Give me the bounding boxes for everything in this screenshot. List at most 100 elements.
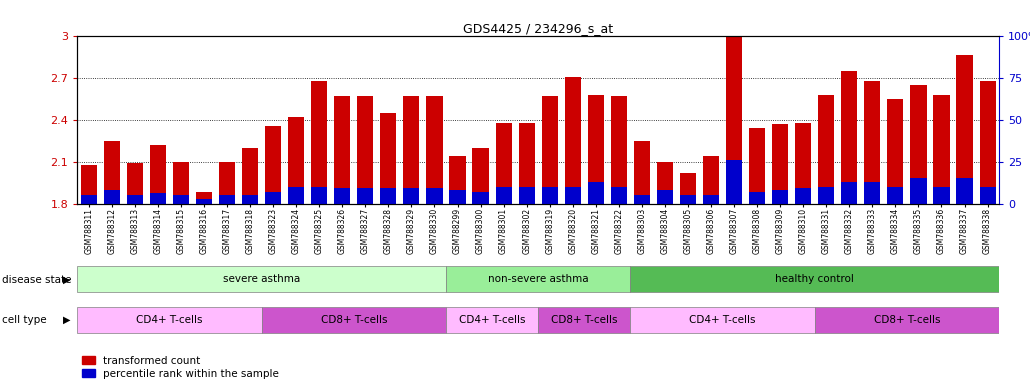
Bar [911, 85, 927, 204]
Bar [726, 36, 743, 204]
Bar [772, 190, 788, 204]
Bar [495, 187, 512, 204]
Bar [864, 81, 881, 204]
Text: non-severe asthma: non-severe asthma [488, 274, 588, 285]
Bar [219, 162, 235, 204]
Bar [104, 190, 119, 204]
Bar [265, 192, 281, 204]
FancyBboxPatch shape [630, 307, 815, 333]
Bar [542, 96, 558, 204]
Bar [404, 96, 419, 204]
Bar [842, 182, 857, 204]
Text: disease state: disease state [2, 275, 71, 285]
Title: GDS4425 / 234296_s_at: GDS4425 / 234296_s_at [464, 22, 613, 35]
Bar [633, 141, 650, 204]
Bar [334, 96, 350, 204]
Bar [772, 124, 788, 204]
Bar [380, 189, 397, 204]
Bar [127, 163, 143, 204]
Bar [842, 71, 857, 204]
Bar [657, 162, 673, 204]
Bar [887, 99, 903, 204]
FancyBboxPatch shape [77, 266, 446, 292]
FancyBboxPatch shape [815, 307, 999, 333]
Bar [242, 195, 259, 204]
Bar [80, 195, 97, 204]
Bar [864, 182, 881, 204]
Bar [611, 96, 627, 204]
Bar [449, 156, 466, 204]
Bar [196, 192, 212, 204]
FancyBboxPatch shape [262, 307, 446, 333]
Bar [334, 189, 350, 204]
Bar [380, 113, 397, 204]
Bar [542, 187, 558, 204]
Bar [749, 128, 765, 204]
Bar [127, 195, 143, 204]
Bar [980, 81, 996, 204]
Bar [104, 141, 119, 204]
Text: CD8+ T-cells: CD8+ T-cells [873, 314, 940, 325]
Bar [588, 95, 604, 204]
Bar [242, 148, 259, 204]
Bar [795, 189, 812, 204]
Bar [426, 189, 443, 204]
Bar [933, 95, 950, 204]
Text: CD4+ T-cells: CD4+ T-cells [136, 314, 203, 325]
Bar [473, 192, 488, 204]
Bar [288, 187, 304, 204]
Text: CD4+ T-cells: CD4+ T-cells [458, 314, 525, 325]
FancyBboxPatch shape [77, 307, 262, 333]
Bar [633, 195, 650, 204]
Text: severe asthma: severe asthma [222, 274, 301, 285]
Legend: transformed count, percentile rank within the sample: transformed count, percentile rank withi… [82, 356, 279, 379]
Bar [173, 162, 190, 204]
Bar [265, 126, 281, 204]
Bar [173, 195, 190, 204]
Bar [449, 190, 466, 204]
Bar [680, 173, 696, 204]
Text: healthy control: healthy control [776, 274, 854, 285]
Bar [680, 195, 696, 204]
Bar [149, 194, 166, 204]
Bar [980, 187, 996, 204]
FancyBboxPatch shape [446, 266, 630, 292]
Text: CD4+ T-cells: CD4+ T-cells [689, 314, 756, 325]
Bar [911, 179, 927, 204]
Bar [311, 81, 328, 204]
FancyBboxPatch shape [630, 266, 999, 292]
Bar [196, 199, 212, 204]
Bar [818, 95, 834, 204]
Bar [887, 187, 903, 204]
FancyBboxPatch shape [538, 307, 630, 333]
Bar [288, 117, 304, 204]
Bar [564, 187, 581, 204]
Bar [749, 192, 765, 204]
Bar [726, 160, 743, 204]
Bar [219, 195, 235, 204]
Bar [311, 187, 328, 204]
Text: CD8+ T-cells: CD8+ T-cells [551, 314, 618, 325]
Bar [702, 156, 719, 204]
Bar [404, 189, 419, 204]
Bar [657, 190, 673, 204]
Bar [80, 165, 97, 204]
Bar [473, 148, 488, 204]
Bar [933, 187, 950, 204]
Bar [357, 96, 374, 204]
Bar [957, 179, 972, 204]
Text: cell type: cell type [2, 315, 46, 325]
Bar [818, 187, 834, 204]
Bar [564, 77, 581, 204]
Text: CD8+ T-cells: CD8+ T-cells [320, 314, 387, 325]
Bar [518, 187, 535, 204]
Bar [149, 145, 166, 204]
Bar [957, 55, 972, 204]
Bar [611, 187, 627, 204]
Bar [795, 123, 812, 204]
Bar [518, 123, 535, 204]
Bar [426, 96, 443, 204]
FancyBboxPatch shape [446, 307, 538, 333]
Bar [702, 195, 719, 204]
Text: ▶: ▶ [63, 315, 70, 325]
